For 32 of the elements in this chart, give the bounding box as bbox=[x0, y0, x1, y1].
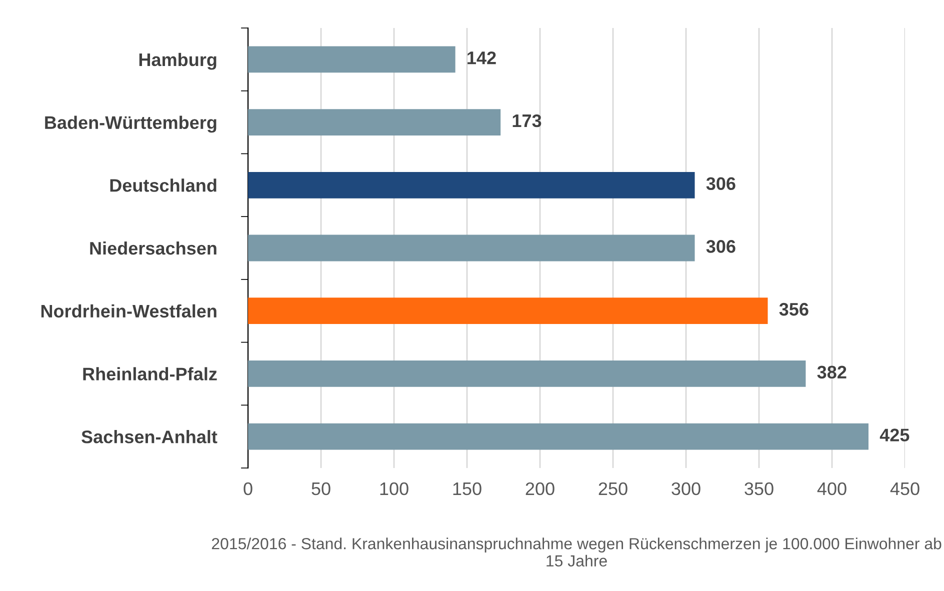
y-tick-label: Nordrhein-Westfalen bbox=[41, 304, 216, 318]
bar bbox=[248, 234, 695, 262]
x-tick-label: 250 bbox=[598, 482, 628, 496]
data-label: 142 bbox=[468, 51, 496, 64]
bar bbox=[248, 423, 868, 450]
y-tick-label: Sachsen-Anhalt bbox=[82, 430, 218, 444]
x-tick-label: 350 bbox=[744, 482, 774, 496]
data-label: 306 bbox=[706, 240, 736, 253]
bar bbox=[248, 46, 456, 73]
y-tick-label: Hamburg bbox=[139, 52, 216, 70]
data-label: 356 bbox=[779, 302, 808, 316]
x-tick-label: 200 bbox=[526, 482, 554, 496]
x-axis-title: 2015/2016 - Stand. Krankenhausinanspruchnahme wegen Rückenschmerzen je 100.000 Einwohner ab 15 Jahre bbox=[212, 538, 942, 567]
x-tick-label: 150 bbox=[453, 482, 482, 496]
x-tick-label: 450 bbox=[890, 482, 920, 496]
x-tick-label: 300 bbox=[672, 482, 700, 496]
data-label: 306 bbox=[706, 177, 736, 190]
x-tick-label: 400 bbox=[817, 482, 846, 496]
bar bbox=[248, 172, 695, 198]
bar bbox=[248, 109, 501, 136]
bar bbox=[248, 298, 768, 324]
data-label: 173 bbox=[512, 114, 542, 128]
bar bbox=[248, 360, 806, 387]
y-tick-label: Deutschland bbox=[110, 178, 216, 192]
x-tick-label: 0 bbox=[244, 482, 252, 496]
y-tick-label: Rheinland-Pfalz bbox=[83, 367, 217, 380]
y-tick-label: Baden-Württemberg bbox=[45, 116, 216, 133]
y-tick-label: Niedersachsen bbox=[90, 241, 216, 255]
x-tick-label: 50 bbox=[312, 482, 330, 496]
data-label: 382 bbox=[817, 366, 846, 379]
data-label: 425 bbox=[880, 428, 910, 442]
x-tick-label: 100 bbox=[380, 482, 408, 496]
